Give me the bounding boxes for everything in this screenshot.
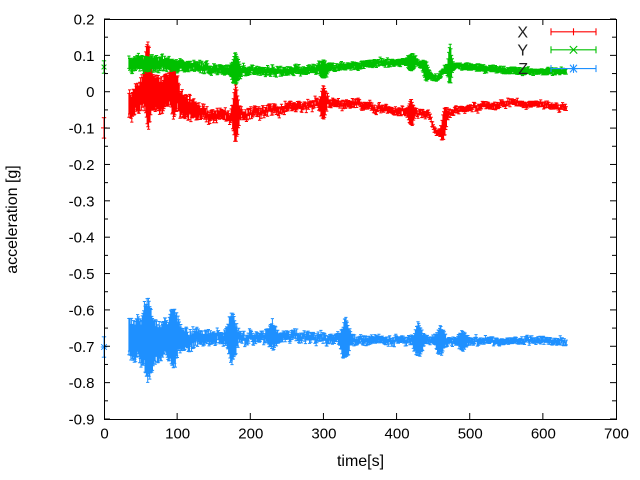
svg-text:acceleration [g]: acceleration [g] xyxy=(4,165,21,274)
svg-text:-0.3: -0.3 xyxy=(69,193,95,210)
svg-text:0: 0 xyxy=(86,84,94,101)
svg-text:0.1: 0.1 xyxy=(74,48,95,65)
svg-text:700: 700 xyxy=(604,426,629,443)
svg-text:500: 500 xyxy=(458,426,483,443)
svg-text:Z: Z xyxy=(518,61,528,78)
svg-text:-0.9: -0.9 xyxy=(69,412,95,429)
svg-text:-0.1: -0.1 xyxy=(69,121,95,138)
svg-text:-0.6: -0.6 xyxy=(69,302,95,319)
svg-text:Y: Y xyxy=(517,43,528,60)
svg-text:300: 300 xyxy=(311,426,336,443)
svg-text:200: 200 xyxy=(238,426,263,443)
svg-text:-0.4: -0.4 xyxy=(69,230,95,247)
svg-text:100: 100 xyxy=(165,426,190,443)
svg-text:-0.8: -0.8 xyxy=(69,375,95,392)
svg-text:400: 400 xyxy=(385,426,410,443)
svg-text:time[s]: time[s] xyxy=(337,453,384,470)
svg-text:-0.2: -0.2 xyxy=(69,157,95,174)
svg-text:600: 600 xyxy=(531,426,556,443)
svg-text:0: 0 xyxy=(100,426,108,443)
svg-text:0.2: 0.2 xyxy=(74,12,95,29)
svg-text:X: X xyxy=(517,25,528,42)
svg-text:-0.7: -0.7 xyxy=(69,339,95,356)
svg-text:-0.5: -0.5 xyxy=(69,266,95,283)
